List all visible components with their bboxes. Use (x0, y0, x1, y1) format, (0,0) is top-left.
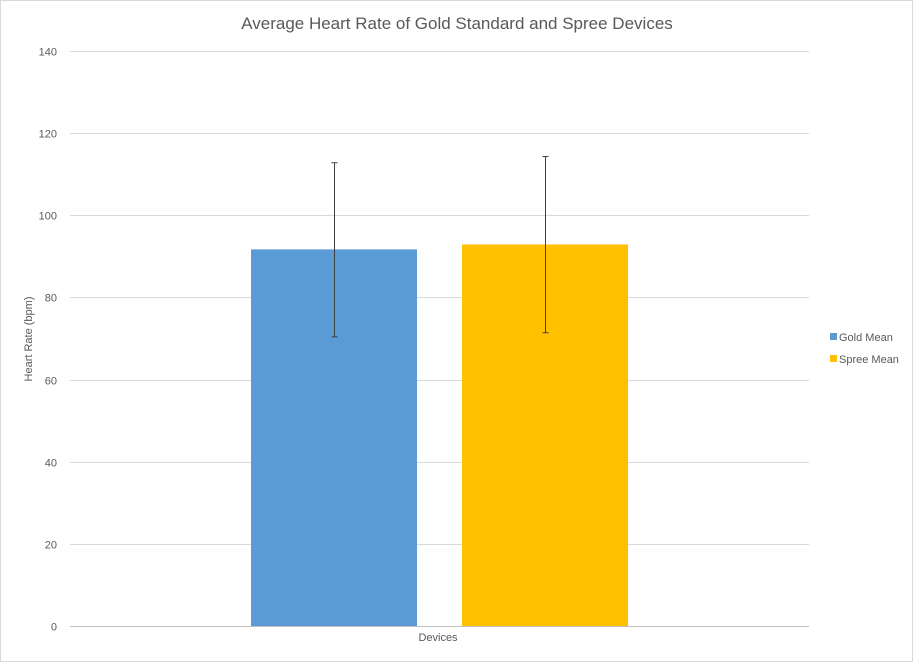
y-tick-label: 100 (39, 211, 57, 223)
legend-swatch (830, 333, 837, 340)
legend-item: Spree Mean (830, 354, 899, 366)
legend-swatch (830, 355, 837, 362)
legend: Gold Mean Spree Mean (830, 332, 899, 366)
y-tick-label: 140 (39, 47, 57, 59)
y-tick-label: 60 (45, 376, 57, 388)
legend-label: Gold Mean (839, 332, 893, 344)
y-tick-label: 120 (39, 129, 57, 141)
y-tick-label: 80 (45, 293, 57, 305)
error-bars (331, 156, 549, 338)
error-bar (331, 162, 338, 338)
gridlines (70, 51, 809, 627)
legend-item: Gold Mean (830, 332, 893, 344)
y-tick-label: 40 (45, 458, 57, 470)
error-bar (542, 156, 549, 334)
y-tick-label: 0 (51, 622, 57, 634)
y-axis-label: Heart Rate (bpm) (23, 297, 35, 382)
chart-title: Average Heart Rate of Gold Standard and … (241, 14, 673, 33)
y-axis-ticks: 0 20 40 60 80 100 120 140 (39, 47, 57, 634)
legend-label: Spree Mean (839, 354, 899, 366)
x-axis-label: Devices (418, 632, 458, 644)
y-tick-label: 20 (45, 540, 57, 552)
bars (251, 244, 628, 627)
